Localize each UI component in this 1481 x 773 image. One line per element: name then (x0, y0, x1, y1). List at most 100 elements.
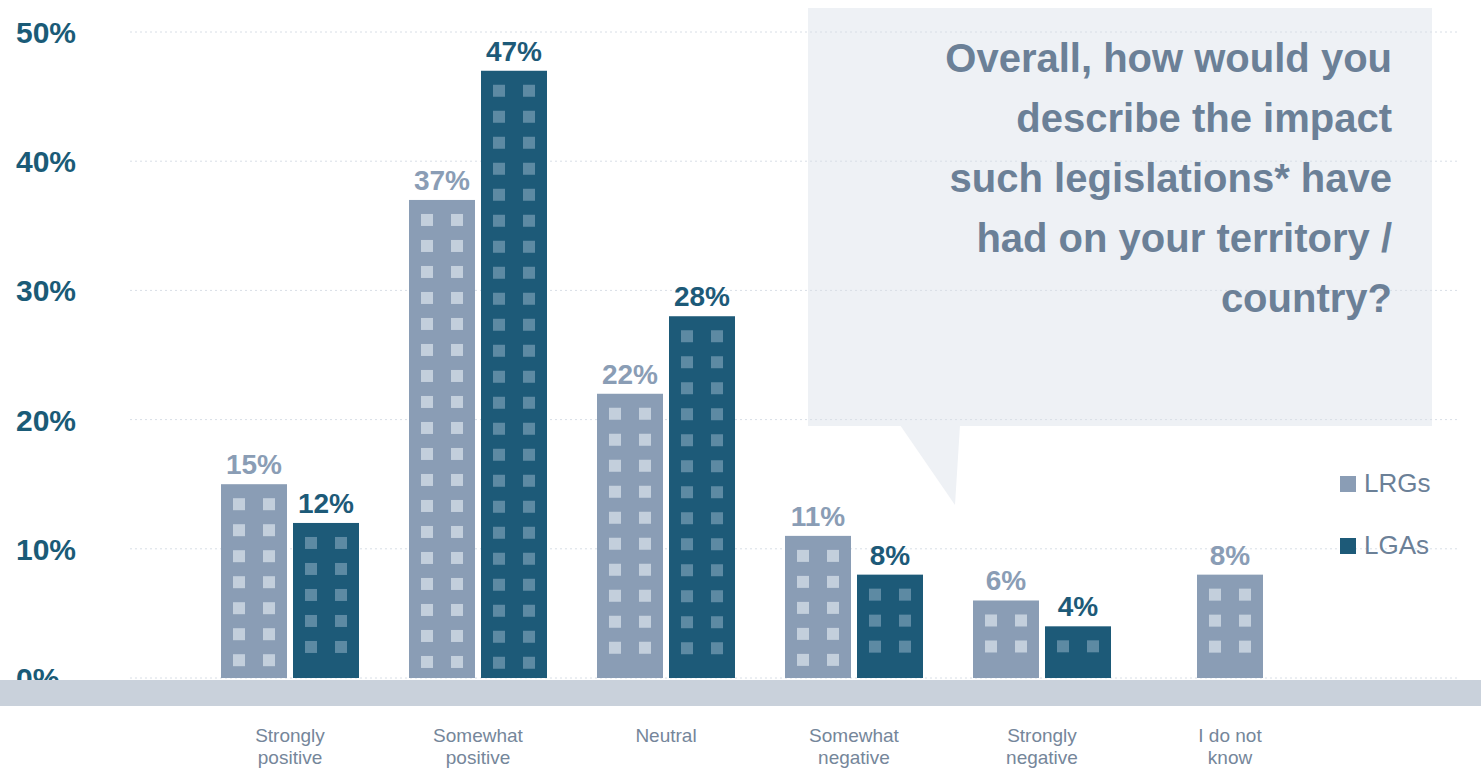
bar-window (523, 527, 535, 539)
bar-window (233, 524, 245, 536)
title-panel (808, 8, 1432, 505)
bar-window (421, 370, 433, 382)
bar-window (639, 512, 651, 524)
x-tick-label: I do notknow (1198, 725, 1262, 768)
bar-window (523, 631, 535, 643)
bar-window (681, 434, 693, 446)
legend-label: LRGs (1364, 468, 1430, 498)
bar-window (523, 657, 535, 669)
bar (481, 71, 547, 678)
bar-window (335, 537, 347, 549)
bar-window (305, 537, 317, 549)
bar-window (1209, 589, 1221, 601)
bar-window (523, 163, 535, 175)
bar-window (711, 616, 723, 628)
bar-window (263, 550, 275, 562)
bar-window (681, 382, 693, 394)
bar-window (493, 657, 505, 669)
bar-window (711, 512, 723, 524)
bar-window (523, 345, 535, 357)
title-text: Overall, how would youdescribe the impac… (945, 36, 1392, 320)
bar-window (421, 448, 433, 460)
bar-window (451, 448, 463, 460)
bar-window (827, 628, 839, 640)
bar-window (451, 240, 463, 252)
data-label: 12% (298, 488, 354, 519)
bar-window (1057, 640, 1069, 652)
bar-window (263, 628, 275, 640)
bar-window (711, 590, 723, 602)
bar-window (899, 615, 911, 627)
bar-window (451, 396, 463, 408)
bar-window (493, 527, 505, 539)
bar-window (523, 449, 535, 461)
bar-window (639, 434, 651, 446)
bar-window (451, 500, 463, 512)
bar-window (421, 656, 433, 668)
bar-window (493, 85, 505, 97)
bar-window (263, 498, 275, 510)
title-pointer (900, 425, 960, 505)
data-label: 28% (674, 281, 730, 312)
legend-swatch (1340, 538, 1356, 554)
bar-window (711, 408, 723, 420)
bar-window (523, 475, 535, 487)
bar-window (451, 656, 463, 668)
bar-window (451, 370, 463, 382)
bar-window (681, 616, 693, 628)
bar-window (523, 371, 535, 383)
bar-window (609, 486, 621, 498)
bar-window (681, 460, 693, 472)
legend: LRGs LGAs (1340, 468, 1430, 560)
x-tick-label: Stronglynegative (1006, 725, 1078, 768)
bar-window (451, 214, 463, 226)
bar-window (609, 564, 621, 576)
bar-window (451, 318, 463, 330)
y-tick-label: 10% (16, 533, 76, 566)
data-label: 8% (870, 540, 911, 571)
bar-window (827, 654, 839, 666)
bar-window (899, 641, 911, 653)
bar-window (493, 371, 505, 383)
bar-window (797, 576, 809, 588)
bar-window (869, 641, 881, 653)
bar-window (421, 396, 433, 408)
bar (669, 316, 735, 678)
bar-window (639, 460, 651, 472)
bar-window (1239, 615, 1251, 627)
bar (973, 600, 1039, 678)
bar-window (1209, 641, 1221, 653)
bar-window (797, 654, 809, 666)
data-label: 11% (791, 501, 846, 532)
bar-window (493, 397, 505, 409)
title: Overall, how would youdescribe the impac… (945, 36, 1392, 320)
bar-window (681, 408, 693, 420)
bar-window (421, 526, 433, 538)
bar-window (493, 475, 505, 487)
bar (785, 536, 851, 678)
bar-window (609, 590, 621, 602)
bar-window (985, 614, 997, 626)
bar-window (639, 564, 651, 576)
data-label: 6% (986, 565, 1027, 596)
bar-window (827, 602, 839, 614)
bar-window (681, 642, 693, 654)
bar-window (523, 241, 535, 253)
bar-window (421, 422, 433, 434)
legend-label: LGAs (1364, 530, 1429, 560)
bar-window (233, 576, 245, 588)
bar-window (493, 553, 505, 565)
bar-window (493, 215, 505, 227)
bar-window (263, 576, 275, 588)
y-axis: 0%10%20%30%40%50% (16, 16, 76, 695)
bar-window (1209, 615, 1221, 627)
bar-window (711, 434, 723, 446)
bar (1197, 575, 1263, 678)
bar-window (493, 111, 505, 123)
bar-window (711, 356, 723, 368)
bar-window (681, 356, 693, 368)
bar-window (263, 602, 275, 614)
bar-window (523, 137, 535, 149)
bar-window (639, 616, 651, 628)
bar-window (335, 641, 347, 653)
